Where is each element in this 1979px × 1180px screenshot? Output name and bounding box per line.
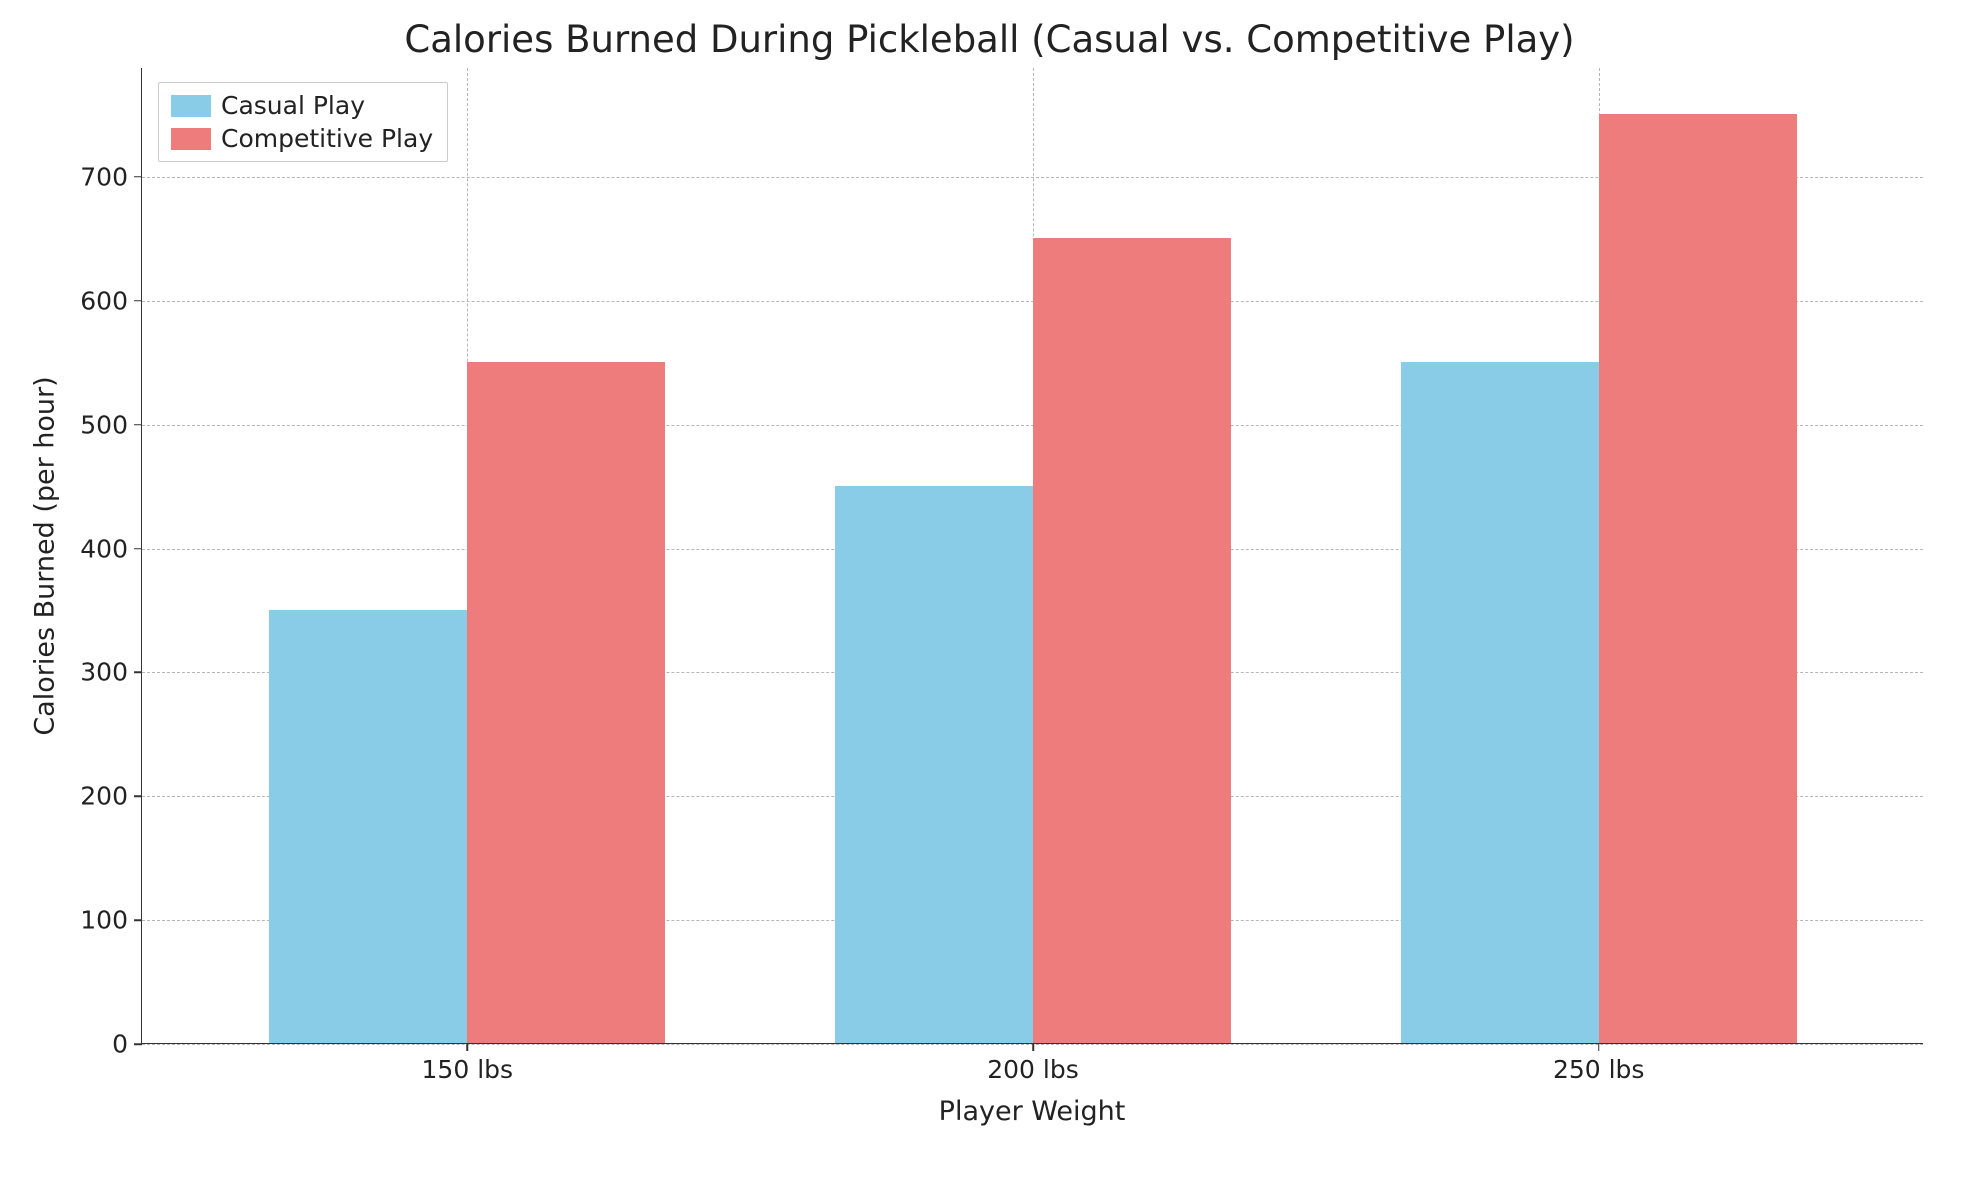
bar — [1401, 362, 1599, 1043]
plot-area: 0100200300400500600700150 lbs200 lbs250 … — [141, 68, 1923, 1044]
legend-item: Casual Play — [171, 93, 433, 118]
ytick-label: 600 — [80, 286, 142, 315]
bar — [269, 610, 467, 1044]
y-axis-label: Calories Burned (per hour) — [30, 376, 61, 735]
ytick-label: 0 — [112, 1030, 142, 1059]
x-axis-label: Player Weight — [939, 1096, 1126, 1127]
ytick-label: 200 — [80, 782, 142, 811]
bar — [1599, 114, 1797, 1043]
ytick-label: 700 — [80, 162, 142, 191]
legend: Casual Play Competitive Play — [158, 82, 448, 162]
legend-item: Competitive Play — [171, 126, 433, 151]
legend-swatch — [171, 128, 211, 150]
ytick-label: 400 — [80, 534, 142, 563]
legend-label: Competitive Play — [221, 126, 433, 151]
ytick-label: 100 — [80, 906, 142, 935]
chart-title: Calories Burned During Pickleball (Casua… — [0, 18, 1979, 61]
xtick-label: 250 lbs — [1553, 1043, 1645, 1084]
bar — [835, 486, 1033, 1043]
ytick-label: 300 — [80, 658, 142, 687]
legend-label: Casual Play — [221, 93, 365, 118]
chart-stage: Calories Burned During Pickleball (Casua… — [0, 0, 1979, 1180]
ytick-label: 500 — [80, 410, 142, 439]
legend-swatch — [171, 95, 211, 117]
xtick-label: 150 lbs — [422, 1043, 514, 1084]
xtick-label: 200 lbs — [987, 1043, 1079, 1084]
bar — [1033, 238, 1231, 1043]
bar — [467, 362, 665, 1043]
